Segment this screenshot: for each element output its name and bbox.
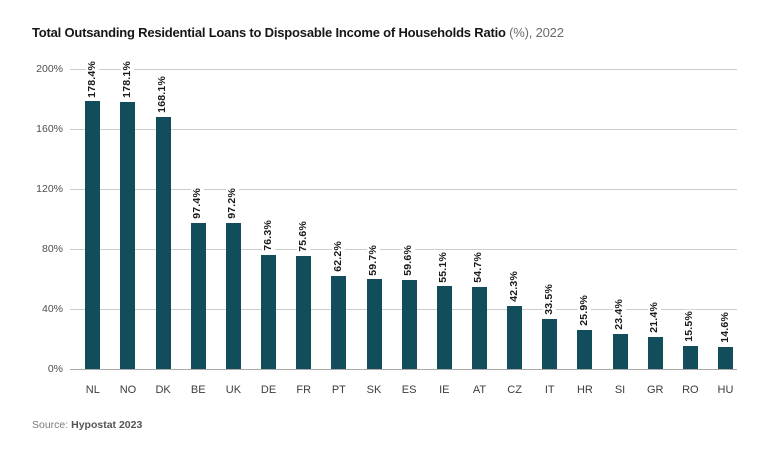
gridline-160% — [70, 129, 737, 130]
x-axis-category-label-HR: HR — [576, 384, 593, 396]
x-axis-category-label-DK: DK — [155, 384, 171, 396]
bar-value-label-IE: 55.1% — [437, 250, 451, 284]
bar-CZ — [507, 305, 523, 369]
bar-BE — [190, 222, 206, 369]
chart-title-main: Total Outsanding Residential Loans to Di… — [32, 25, 506, 40]
x-axis-category-label-RO: RO — [682, 384, 699, 396]
x-axis-category-label-UK: UK — [225, 384, 242, 396]
bar-DE — [261, 254, 277, 369]
bar-value-label-AT: 54.7% — [472, 251, 486, 284]
y-axis-tick-label: 120% — [36, 183, 63, 195]
bar-value-label-SI: 23.4% — [613, 298, 627, 331]
bar-UK — [225, 223, 241, 369]
x-axis-category-label-GR: GR — [646, 384, 664, 396]
bar-value-label-HR: 25.9% — [577, 294, 591, 328]
bar-value-label-FR: 75.6% — [296, 219, 310, 253]
bar-NL — [85, 101, 101, 369]
bar-value-label-BE: 97.4% — [191, 187, 205, 220]
bar-value-label-SK: 59.7% — [367, 243, 380, 277]
x-axis-category-label-NL: NL — [85, 384, 100, 396]
bar-value-label-IT: 33.5% — [542, 282, 556, 316]
x-axis-category-label-SI: SI — [614, 384, 626, 396]
bar-NO — [120, 101, 136, 369]
y-axis-tick-label: 80% — [41, 243, 63, 255]
y-axis-tick-label: 200% — [36, 63, 63, 75]
gridline-200% — [70, 69, 737, 70]
y-axis-tick-label: 160% — [36, 123, 63, 135]
bar-SK — [366, 279, 382, 369]
bar-GR — [647, 336, 663, 369]
x-axis-category-label-IE: IE — [439, 384, 450, 396]
x-axis-category-label-FR: FR — [296, 384, 312, 396]
x-axis-category-label-CZ: CZ — [507, 384, 522, 396]
bar-IE — [436, 286, 452, 369]
bar-value-label-NO: 178.1% — [120, 60, 134, 99]
bar-FR — [296, 255, 312, 369]
chart-title: Total Outsanding Residential Loans to Di… — [32, 25, 564, 40]
bar-IT — [542, 318, 558, 369]
source-label: Source: — [32, 419, 72, 431]
x-axis-category-label-AT: AT — [472, 384, 487, 396]
source-value: Hypostat 2023 — [71, 419, 143, 431]
bar-value-label-UK: 97.2% — [226, 187, 240, 221]
x-axis-category-label-ES: ES — [401, 384, 417, 396]
bar-SI — [612, 333, 628, 369]
bar-value-label-PT: 62.2% — [331, 239, 345, 273]
bar-value-label-NL: 178.4% — [85, 59, 99, 99]
x-axis-category-label-HU: HU — [717, 384, 734, 396]
source-line: Source: Hypostat 2023 — [32, 419, 142, 431]
bar-RO — [682, 345, 698, 369]
bar-HU — [718, 347, 733, 369]
x-axis-category-label-BE: BE — [190, 384, 206, 396]
bar-value-label-HU: 14.6% — [718, 311, 732, 345]
bar-PT — [331, 275, 347, 369]
x-axis-category-label-NO: NO — [119, 384, 137, 396]
bar-DK — [155, 116, 171, 369]
y-axis-tick-label: 40% — [41, 303, 63, 315]
gridline-120% — [70, 189, 737, 190]
bar-value-label-GR: 21.4% — [648, 301, 662, 334]
y-axis-tick-label: 0% — [47, 363, 63, 375]
bar-value-label-ES: 59.6% — [402, 243, 416, 277]
x-axis-category-label-SK: SK — [366, 384, 382, 396]
bar-value-label-CZ: 42.3% — [507, 269, 521, 303]
bar-value-label-DE: 76.3% — [261, 218, 275, 252]
x-axis-category-label-IT: IT — [544, 384, 555, 396]
bar-AT — [471, 286, 487, 369]
chart-title-suffix: (%), 2022 — [505, 25, 564, 40]
x-axis-category-label-PT: PT — [331, 384, 346, 396]
bar-ES — [401, 279, 417, 369]
x-axis-category-label-DE: DE — [260, 384, 277, 396]
bar-value-label-DK: 168.1% — [156, 75, 170, 114]
bar-value-label-RO: 15.5% — [683, 309, 697, 343]
bar-HR — [577, 330, 593, 369]
gridline-0% — [70, 369, 737, 370]
